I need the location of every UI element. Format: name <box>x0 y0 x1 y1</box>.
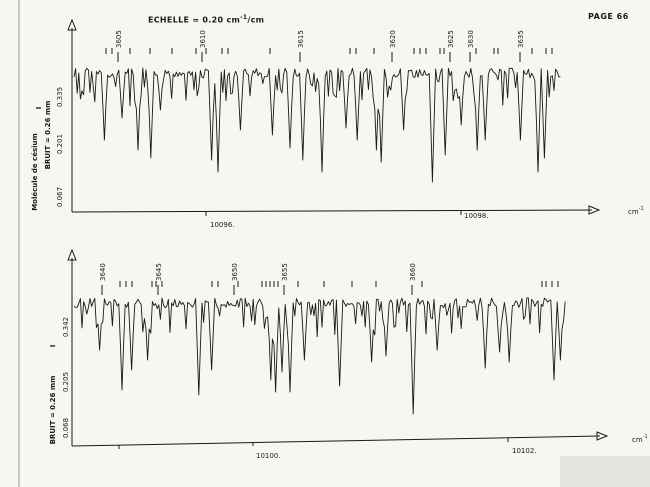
line-number-label: 3645 <box>155 263 163 281</box>
bottom-line-markers <box>119 281 559 287</box>
line-number-label: 3615 <box>297 30 305 48</box>
bottom-x-unit-text: cm <box>632 436 643 444</box>
top-line-numbers: 3605 3610 3615 3620 3625 3630 3635 <box>115 30 525 62</box>
page-binding-edge <box>18 0 20 487</box>
bottom-y-tick-label: 0.068 <box>62 418 70 438</box>
top-x-unit-text: cm <box>628 208 639 216</box>
bottom-y-axis-arrow <box>67 248 77 261</box>
bottom-y-tick-label: 0.342 <box>62 317 70 337</box>
top-y-tick-label: 0.201 <box>56 134 64 154</box>
scale-label-suffix: /cm <box>247 15 265 25</box>
bottom-x-unit: cm-1 <box>632 434 648 444</box>
bottom-x-unit-exponent: -1 <box>643 434 648 440</box>
top-x-axis <box>71 209 593 213</box>
bottom-y-marker: I <box>49 345 57 348</box>
top-x-unit: cm-1 <box>628 206 644 216</box>
top-x-axis-arrow <box>588 205 601 215</box>
bottom-line-numbers: 3640 3645 3650 3655 3660 <box>99 263 417 295</box>
top-line-markers <box>105 48 553 54</box>
line-number-label: 3635 <box>517 30 525 48</box>
bottom-y-tick-label: 0.205 <box>62 372 70 392</box>
top-x-unit-exponent: -1 <box>639 206 644 212</box>
line-number-label: 3640 <box>99 263 107 281</box>
line-number-label: 3655 <box>281 263 289 281</box>
top-ylabel: BRUIT = 0.26 mm <box>44 101 52 170</box>
top-x-tick-label: 10096. <box>210 221 235 229</box>
line-number-label: 3625 <box>447 30 455 48</box>
top-spectrum-trace <box>73 67 561 183</box>
bottom-x-tick-label: 10102. <box>512 447 537 455</box>
scale-label-exponent: -1 <box>240 14 248 21</box>
top-x-tick-label: 10098. <box>464 212 489 220</box>
bottom-panel: BRUIT = 0.26 mm 0.342 0.205 0.068 I 1010… <box>49 248 648 460</box>
top-y-axis-arrow <box>67 18 77 31</box>
line-number-label: 3630 <box>467 30 475 48</box>
line-number-label: 3605 <box>115 30 123 48</box>
line-number-label: 3610 <box>199 30 207 48</box>
bottom-x-axis-arrow <box>596 431 609 441</box>
scale-label-text: ECHELLE = 0.20 cm <box>148 15 241 25</box>
top-y-tick-label: 0.067 <box>56 187 64 207</box>
top-panel: Molécule de césium BRUIT = 0.26 mm 0.335… <box>31 18 644 229</box>
scale-label: ECHELLE = 0.20 cm-1/cm <box>148 14 264 25</box>
line-number-label: 3620 <box>389 30 397 48</box>
page-corner-shadow <box>560 456 650 487</box>
bottom-spectrum-trace <box>73 297 566 415</box>
top-y-marker: I <box>35 107 43 110</box>
bottom-ylabel: BRUIT = 0.26 mm <box>49 376 57 445</box>
bottom-x-axis <box>71 435 601 447</box>
line-number-label: 3660 <box>409 263 417 281</box>
page-number: PAGE 66 <box>588 12 629 21</box>
top-y-tick-label: 0.335 <box>56 87 64 107</box>
bottom-x-tick-label: 10100. <box>256 452 281 460</box>
top-side-label: Molécule de césium <box>31 133 39 211</box>
line-number-label: 3650 <box>231 263 239 281</box>
